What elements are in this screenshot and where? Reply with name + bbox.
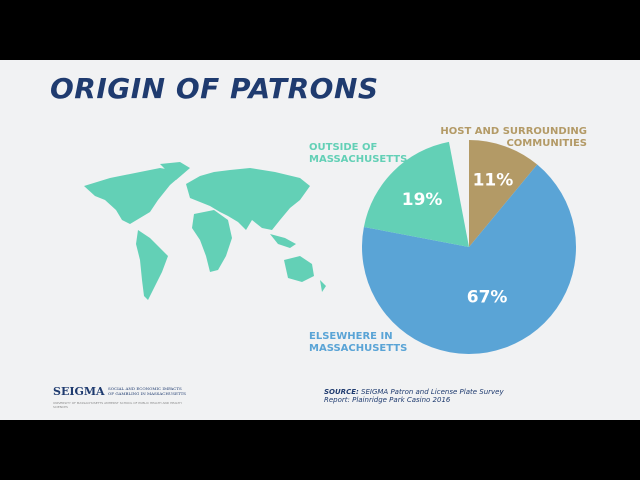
logo-tagline: SOCIAL AND ECONOMIC IMPACTS OF GAMBLING …: [108, 386, 187, 396]
category-label: ELSEWHERE IN MASSACHUSETTS: [309, 331, 408, 354]
chart-title: ORIGIN OF PATRONS: [50, 72, 379, 105]
chart: 11% 67% 19%: [84, 140, 576, 354]
logo-name: SEIGMA: [53, 385, 105, 398]
source-text: SEIGMA Patron and License Plate Survey R…: [324, 388, 504, 404]
slide: 11% 67% 19% ORIGIN OF PATRONS SOURCE: SEIG…: [0, 60, 640, 420]
pie-slice: [362, 164, 576, 354]
world-map: [84, 162, 326, 300]
value-label: 11%: [473, 171, 514, 191]
category-label: OUTSIDE OF MASSACHUSETTS: [309, 142, 408, 165]
value-label: 67%: [467, 287, 508, 307]
category-label: HOST AND SURROUNDING COMMUNITIES: [440, 126, 587, 149]
source-note: SOURCE: SEIGMA Patron and License Plate …: [324, 388, 524, 404]
pie-slice: [363, 141, 469, 247]
pie-slice: [469, 140, 538, 247]
source-label: SOURCE:: [324, 388, 359, 396]
logo-affiliation: UNIVERSITY OF MASSACHUSETTS AMHERST SCHO…: [53, 401, 182, 409]
value-label: 19%: [402, 190, 443, 210]
